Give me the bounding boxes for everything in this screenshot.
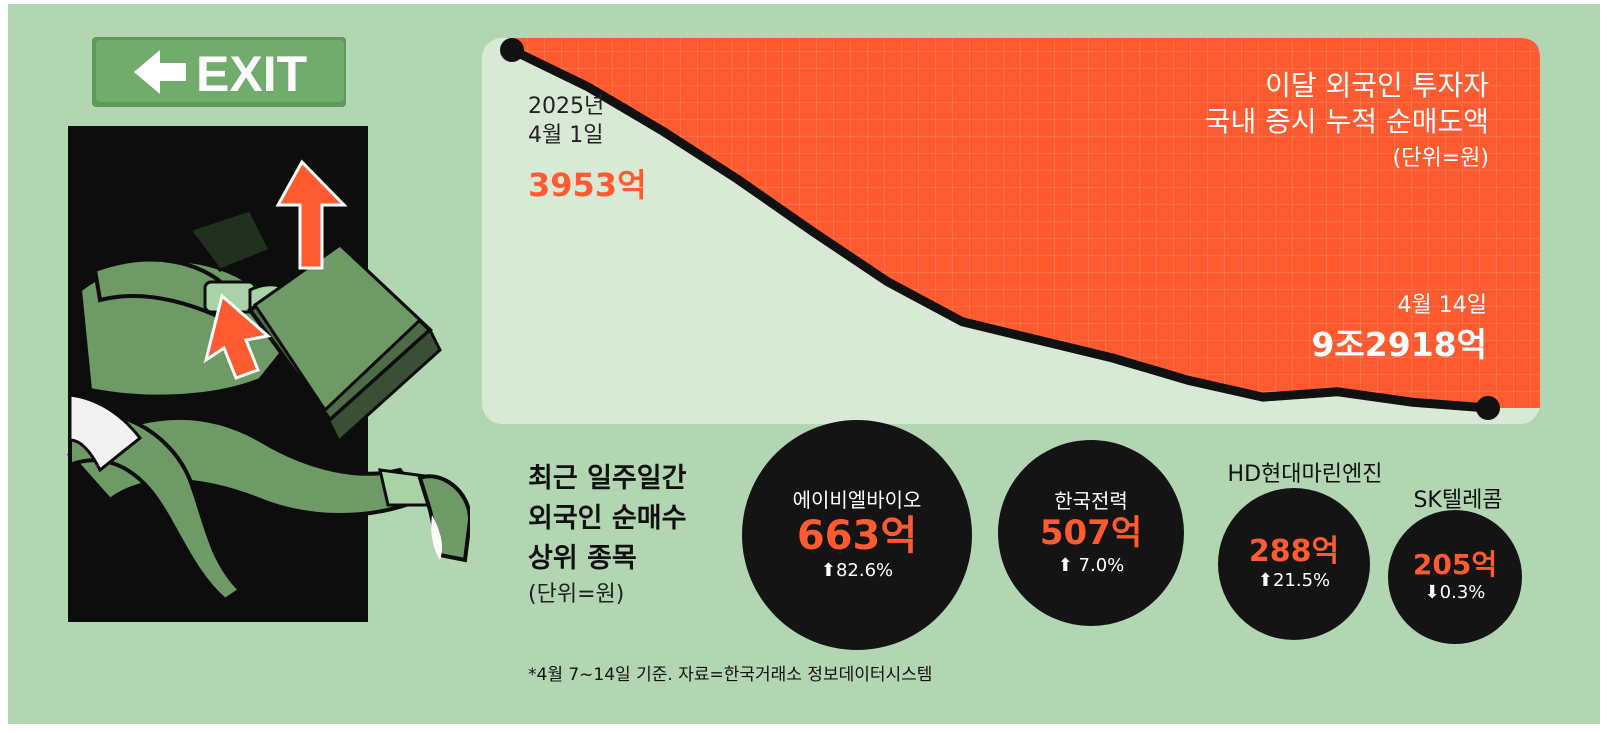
bubble-change: ⬆ 7.0% (1057, 554, 1125, 576)
bubble-heading-line-2: 외국인 순매수 (528, 503, 687, 534)
bubble-hd-marine: 288억 ⬆21.5% (1218, 488, 1370, 640)
binder (247, 243, 442, 442)
bubble-sk-telecom: 205억 ⬇0.3% (1388, 510, 1522, 644)
exit-sign: EXIT (92, 37, 346, 107)
bubble-name-sk-telecom: SK텔레콤 (1413, 488, 1503, 513)
up-arrow-icon: ⬆ (820, 560, 836, 581)
exit-sign-text: EXIT (196, 46, 307, 102)
bubble-heading-line-3: 상위 종목 (528, 543, 637, 574)
bubble-name-hd-marine: HD현대마린엔진 (1227, 462, 1383, 487)
start-day: 4월 1일 (528, 123, 604, 148)
chart-unit-note: (단위=원) (1392, 146, 1489, 171)
up-arrow-icon: ⬆ (1257, 570, 1273, 592)
footnote: *4월 7~14일 기준. 자료=한국거래소 정보데이터시스템 (528, 665, 933, 685)
end-value-label: 9조2918억 (1311, 325, 1487, 364)
start-year: 2025년 (528, 94, 605, 119)
chart-title-line-2: 국내 증시 누적 순매도액 (1204, 105, 1489, 138)
net-sell-area-grid (512, 38, 1540, 408)
bubble-name: 한국전력 (1054, 489, 1128, 514)
red-up-arrow-icon (203, 293, 272, 380)
up-arrow-icon: ⬆ (1057, 554, 1079, 576)
bubble-heading-line-1: 최근 일주일간 (528, 463, 687, 494)
bubble-abl-bio: 에이비엘바이오 663억 ⬆82.6% (742, 420, 972, 650)
start-value-label: 3953억 (528, 166, 647, 204)
bubble-name: 에이비엘바이오 (792, 488, 922, 512)
left-arrow-icon (134, 50, 186, 94)
bubble-change: ⬆82.6% (820, 560, 894, 581)
start-date-label: 2025년 4월 1일 (528, 92, 604, 150)
bubble-change: ⬆21.5% (1257, 570, 1331, 592)
start-point-marker (500, 38, 524, 62)
bubble-value: 507억 (1039, 513, 1143, 554)
red-up-arrow-icon (275, 159, 348, 270)
illustration-running-person: EXIT (67, 37, 470, 622)
end-point-marker (1476, 396, 1500, 420)
end-date-label: 4월 14일 (1397, 293, 1487, 318)
bubble-value: 663억 (796, 513, 918, 559)
net-sell-line (507, 45, 1493, 413)
bubble-unit-note: (단위=원) (528, 582, 625, 607)
bubble-kepco: 한국전력 507억 ⬆ 7.0% (998, 440, 1184, 626)
bubble-value: 288억 (1248, 533, 1340, 569)
bubble-change: ⬇0.3% (1424, 582, 1486, 604)
bubble-value: 205억 (1412, 547, 1498, 581)
chart-title-line-1: 이달 외국인 투자자 (1265, 69, 1489, 102)
running-figure (67, 159, 470, 603)
down-arrow-icon: ⬇ (1424, 582, 1440, 604)
